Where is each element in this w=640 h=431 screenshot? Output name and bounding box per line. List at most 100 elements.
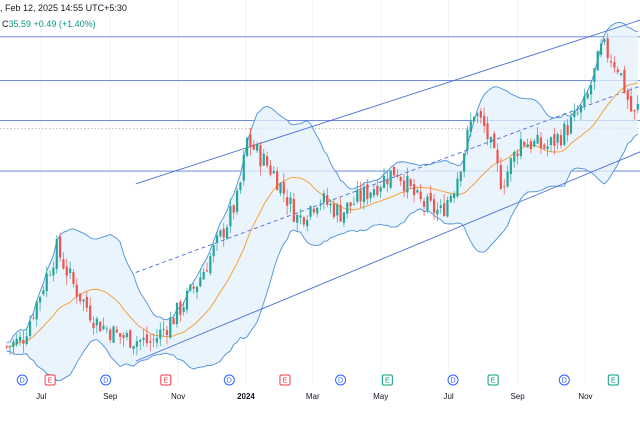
channel-layer[interactable] — [135, 17, 640, 362]
candle-body — [42, 290, 45, 295]
dividend-event-marker[interactable]: D — [223, 374, 235, 386]
close-value: 35.59 — [8, 19, 32, 29]
bollinger-fill — [6, 22, 638, 381]
candle-body — [159, 329, 162, 339]
x-tick-label: Sep — [103, 392, 118, 401]
candle-body — [566, 125, 569, 136]
candle-body — [549, 137, 553, 145]
moving-average-layer — [6, 82, 638, 348]
candle-body — [12, 341, 15, 347]
candle-body — [232, 205, 235, 213]
candle-body — [115, 329, 118, 333]
candle-body — [486, 123, 489, 139]
candle-body — [105, 328, 108, 330]
candle-body — [392, 166, 396, 176]
candle-body — [282, 181, 285, 194]
ohlc-readout: C35.59 +0.49 (+1.40%) — [2, 19, 96, 29]
split-event-marker[interactable]: E — [381, 374, 393, 386]
candle-body — [543, 144, 546, 149]
candle-body — [573, 110, 576, 117]
candle-body — [109, 329, 112, 341]
dividend-event-marker[interactable]: D — [558, 374, 570, 386]
earnings-event-marker[interactable]: E — [279, 374, 291, 386]
candle-body — [406, 175, 409, 193]
candle-body — [396, 175, 399, 177]
candle-body — [426, 196, 429, 211]
candle-body — [416, 190, 419, 193]
candle-body — [523, 141, 526, 146]
candle-body — [85, 296, 88, 308]
candle-body — [576, 112, 579, 114]
candle-body — [309, 206, 312, 217]
candle-body — [312, 208, 315, 213]
close-label: C — [2, 19, 9, 29]
candle-body — [412, 184, 416, 196]
candle-body — [613, 62, 616, 68]
candle-body — [503, 186, 506, 188]
dividend-event-marker[interactable]: D — [447, 374, 459, 386]
candle-body — [75, 284, 78, 297]
candle-body — [533, 140, 536, 147]
candle-body — [79, 293, 82, 302]
dividend-event-marker[interactable]: D — [16, 374, 28, 386]
candle-body — [626, 90, 629, 100]
earnings-marker-letter: E — [283, 378, 288, 385]
candle-body — [619, 73, 623, 75]
candle-body — [546, 146, 549, 150]
split-event-marker[interactable]: E — [607, 374, 619, 386]
candle-body — [459, 171, 462, 182]
x-tick-label: Jul — [36, 392, 46, 401]
split-marker-letter: E — [491, 378, 496, 385]
candle-body — [152, 339, 155, 341]
x-tick-label: Jul — [443, 392, 453, 401]
candle-body — [112, 326, 115, 343]
candle-body — [496, 149, 499, 164]
candle-body — [32, 317, 35, 319]
candle-body — [616, 69, 619, 73]
dividend-marker-letter: D — [562, 378, 567, 385]
candle-body — [269, 165, 272, 175]
dividend-marker-circle — [447, 374, 459, 386]
candle-body — [599, 43, 603, 55]
candle-body — [473, 116, 476, 122]
candle-body — [536, 134, 539, 144]
time-axis: JulSepNov2024MarMayJulSepNov2 — [36, 392, 593, 401]
candle-body — [99, 321, 102, 332]
candle-body — [346, 202, 349, 214]
candle-body — [519, 139, 523, 157]
candle-body — [169, 318, 172, 338]
candle-body — [48, 274, 52, 276]
x-tick-label: Mar — [306, 392, 320, 401]
candle-body — [589, 85, 593, 95]
candle-body — [222, 228, 225, 238]
chart-header: , Feb 12, 2025 14:55 UTC+5:30 — [0, 3, 127, 13]
candle-body — [559, 135, 563, 146]
dividend-event-marker[interactable]: D — [100, 374, 112, 386]
candle-body — [469, 121, 472, 133]
earnings-event-marker[interactable]: E — [160, 374, 172, 386]
candle-body — [89, 305, 92, 321]
candle-body — [15, 338, 18, 345]
candle-body — [516, 153, 519, 157]
candle-body — [95, 318, 98, 326]
bollinger-upper — [6, 21, 638, 343]
candle-body — [202, 271, 205, 280]
candle-body — [553, 134, 556, 146]
candle-body — [192, 286, 195, 289]
candle-body — [432, 199, 436, 213]
candle-body — [509, 158, 512, 175]
candle-body — [466, 129, 469, 151]
split-event-marker[interactable]: E — [487, 374, 499, 386]
earnings-event-marker[interactable]: E — [44, 374, 56, 386]
bollinger-lower — [6, 133, 639, 382]
candle-body — [45, 273, 48, 292]
events-layer[interactable]: DEDEDEDEDEDED — [16, 374, 640, 386]
candle-body — [326, 195, 329, 205]
earnings-marker-box — [279, 374, 291, 386]
earnings-marker-letter: E — [164, 378, 169, 385]
earnings-marker-box — [44, 374, 56, 386]
candle-body — [165, 330, 169, 336]
dividend-event-marker[interactable]: D — [335, 374, 347, 386]
